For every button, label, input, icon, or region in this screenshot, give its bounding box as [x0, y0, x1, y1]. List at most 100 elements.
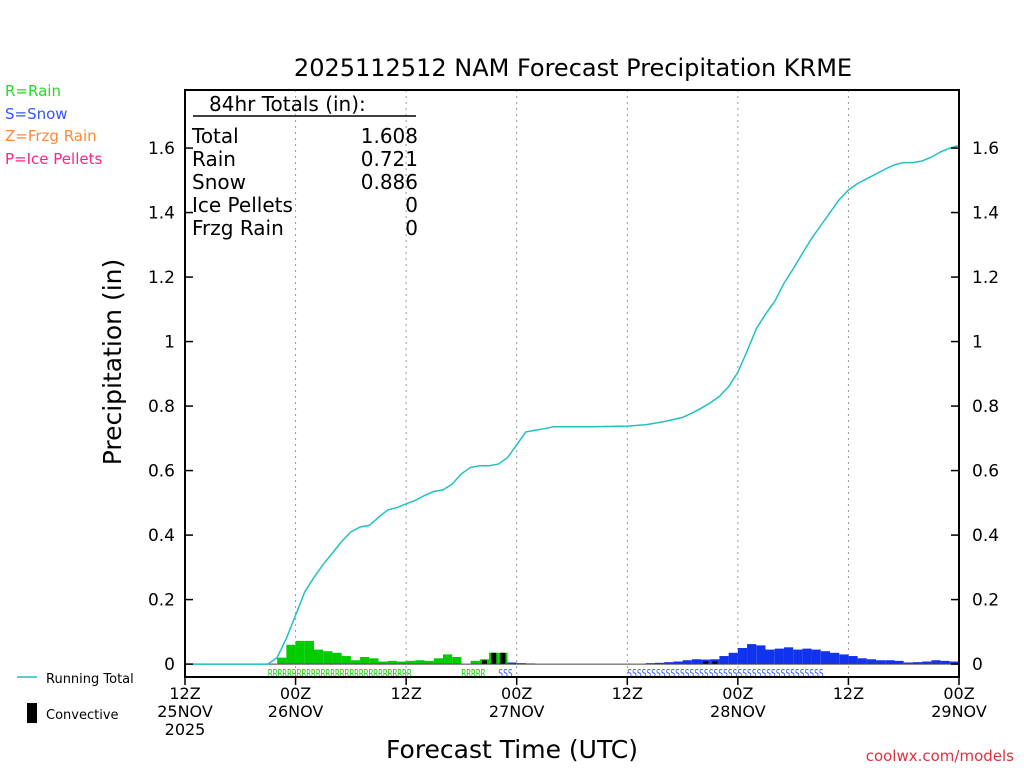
chart-title: 2025112512 NAM Forecast Precipitation KR… [294, 54, 852, 82]
bar-convective [712, 661, 718, 665]
legend-ice-pellets: P=Ice Pellets [5, 150, 102, 168]
bar-snow [737, 647, 748, 665]
bar-rain [286, 644, 296, 665]
x-tick-label: 2025 [165, 720, 206, 739]
bar-rain [396, 661, 407, 665]
y-tick-label: 1.4 [148, 204, 175, 224]
bar-snow [922, 661, 932, 665]
bar-snow [839, 654, 849, 665]
bar-snow [820, 651, 830, 665]
line-legend: Running Total Convective [17, 672, 134, 723]
y-tick-label: 1.6 [148, 139, 175, 159]
bar-snow [719, 656, 729, 665]
precip-type-strip: RRRRR [461, 667, 485, 680]
totals-row-value: 0 [405, 193, 418, 217]
bar-rain [360, 657, 370, 665]
bar-rain [369, 658, 379, 665]
bar-snow [903, 662, 913, 665]
running-total-layer [185, 144, 960, 665]
totals-row-label: Frzg Rain [192, 216, 284, 240]
y-tick-label-right: 0.4 [972, 526, 999, 546]
precip-type-legend: R=Rain S=Snow Z=Frzg Rain P=Ice Pellets [5, 82, 102, 168]
bar-snow [894, 660, 904, 665]
bar-snow [811, 649, 821, 665]
bar-snow [728, 652, 738, 665]
x-tick-label: 27NOV [489, 702, 545, 721]
totals-row-label: Rain [192, 147, 236, 171]
totals-row-value: 0.721 [361, 147, 418, 171]
totals-header: 84hr Totals (in): [209, 92, 366, 116]
bar-rain [350, 660, 361, 665]
x-tick-label: 12Z [612, 684, 643, 703]
totals-row-value: 0 [405, 216, 418, 240]
totals-row-label: Total [191, 124, 239, 148]
bar-convective [491, 652, 497, 665]
y-axis-label: Precipitation (in) [98, 259, 127, 466]
bar-rain [304, 640, 314, 665]
totals-box: 84hr Totals (in): Total 1.608 Rain 0.721… [191, 92, 418, 240]
bar-rain [314, 649, 324, 665]
bar-snow [912, 662, 923, 665]
legend-freezing-rain: Z=Frzg Rain [5, 127, 97, 145]
y-tick-label-right: 1.6 [972, 139, 999, 159]
y-tick-label: 0.4 [148, 526, 175, 546]
bar-snow [673, 661, 683, 665]
y-tick-label: 0 [164, 655, 175, 675]
bar-rain [443, 654, 453, 665]
x-tick-label: 12Z [169, 684, 200, 703]
x-tick-label: 00Z [501, 684, 532, 703]
x-tick-label: 00Z [280, 684, 311, 703]
bar-snow [756, 645, 766, 665]
y-axis-ticks: 0 00.2 0.20.4 0.40.6 0.60.8 0.81 11.2 1.21.4 1.4… [148, 139, 999, 675]
bar-rain [341, 656, 351, 665]
bar-snow [783, 647, 794, 665]
precip-type-strip: SSS [498, 667, 512, 680]
bar-snow [876, 660, 886, 665]
bar-snow [507, 662, 517, 665]
bar-rain [332, 652, 342, 665]
x-tick-label: 00Z [722, 684, 753, 703]
plot-frame [184, 89, 960, 678]
x-axis-label: Forecast Time (UTC) [386, 735, 638, 764]
bar-snow [848, 656, 858, 665]
bar-snow [885, 660, 895, 665]
x-tick-label: 12Z [833, 684, 864, 703]
bar-rain [378, 661, 388, 665]
bar-snow [830, 652, 840, 665]
bar-snow [857, 658, 867, 665]
bar-rain [323, 651, 333, 665]
bar-snow [793, 649, 803, 665]
totals-row-value: 0.886 [361, 170, 418, 194]
bar-rain [406, 660, 416, 665]
running-total-line [185, 144, 960, 665]
y-tick-label-right: 1 [972, 333, 983, 353]
x-tick-label: 00Z [943, 684, 974, 703]
y-tick-label: 0.8 [148, 397, 175, 417]
bar-snow [866, 659, 877, 665]
totals-row-value: 1.608 [361, 124, 418, 148]
bar-snow [747, 644, 757, 665]
x-tick-label: 29NOV [931, 702, 987, 721]
bar-rain [424, 660, 434, 665]
x-tick-label: 26NOV [268, 702, 324, 721]
y-tick-label-right: 1.4 [972, 204, 999, 224]
y-tick-label: 1 [164, 333, 175, 353]
y-tick-label-right: 1.2 [972, 268, 999, 288]
bar-snow [940, 660, 950, 665]
bar-snow [682, 660, 692, 665]
bar-snow [765, 649, 775, 665]
x-tick-label: 28NOV [710, 702, 766, 721]
bar-rain [470, 660, 480, 665]
precip-type-strip: SSSSSSSSSSSSSSSSSSSSSSSSSSSSSSSSSSSSSSSS… [627, 667, 823, 680]
y-tick-label-right: 0 [972, 655, 983, 675]
bar-rain [433, 658, 443, 665]
bar-snow [654, 662, 665, 665]
bar-convective [481, 660, 487, 665]
credit-text: coolwx.com/models [866, 747, 1014, 765]
bar-snow [802, 648, 812, 665]
y-tick-label: 0.6 [148, 462, 175, 482]
bar-snow [774, 648, 784, 665]
bars-layer [185, 640, 959, 665]
